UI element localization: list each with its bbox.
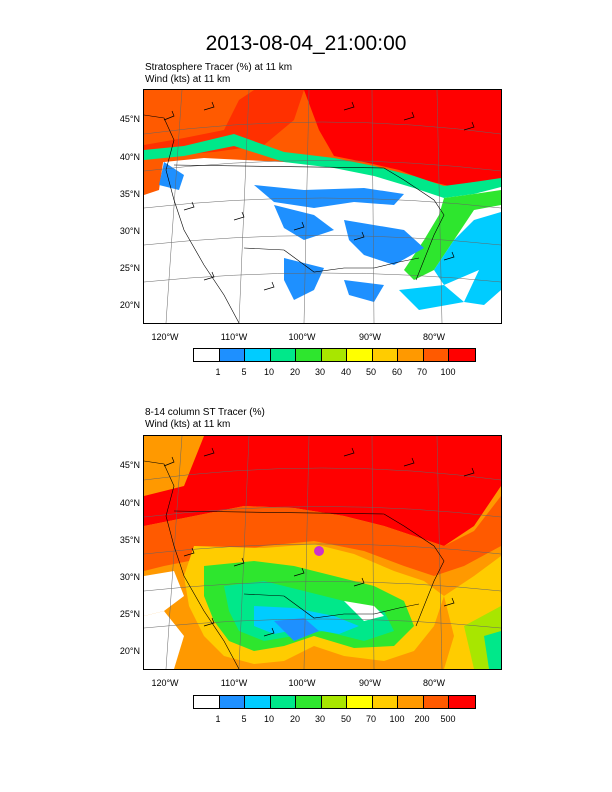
panel1-colorbar-label: 30 (314, 367, 325, 377)
panel2-colorbar-label: 200 (414, 714, 430, 724)
colorbar-swatch (270, 349, 296, 361)
colorbar-swatch (423, 696, 449, 708)
page-title: 2013-08-04_21:00:00 (205, 32, 407, 55)
colorbar-swatch (449, 349, 475, 361)
colorbar-swatch (219, 696, 245, 708)
panel1-lat-label: 35°N (119, 189, 140, 199)
panel2-title-line1: 8-14 column ST Tracer (%) (145, 407, 265, 418)
tracer-max-region (304, 90, 501, 186)
colorbar-swatch (423, 349, 449, 361)
panel2-lat-label: 45°N (119, 460, 140, 470)
panel1-colorbar-label: 10 (263, 367, 274, 377)
colorbar-swatch (347, 349, 373, 361)
panel1-colorbar-label: 70 (416, 367, 427, 377)
panel1-lon-label: 90°W (358, 332, 382, 342)
panel1-title-line1: Stratosphere Tracer (%) at 11 km (145, 62, 293, 73)
panel2-map (143, 435, 502, 670)
panel2-colorbar-label: 70 (365, 714, 376, 724)
panel1-lat-label: 40°N (119, 152, 140, 162)
panel2-title-line2: Wind (kts) at 11 km (145, 419, 231, 430)
panel2-colorbar (193, 695, 476, 709)
colorbar-swatch (372, 696, 398, 708)
tracer-band (144, 134, 501, 198)
panel2-colorbar-label: 50 (340, 714, 351, 724)
colorbar-swatch (347, 696, 373, 708)
panel1-lat-label: 20°N (119, 300, 140, 310)
panel1-lon-label: 120°W (151, 332, 179, 342)
colorbar-swatch (449, 696, 475, 708)
panel1-lat-label: 45°N (119, 114, 140, 124)
colorbar-swatch (245, 349, 271, 361)
panel1-lon-label: 100°W (288, 332, 316, 342)
panel1-colorbar-label: 5 (241, 367, 247, 377)
colorbar-swatch (296, 349, 322, 361)
panel2-colorbar-label: 30 (314, 714, 325, 724)
colorbar-swatch (321, 349, 347, 361)
panel2-colorbar-label: 20 (289, 714, 300, 724)
panel2-lat-label: 20°N (119, 646, 140, 656)
panel1-lon-label: 110°W (220, 332, 248, 342)
panel2-colorbar-label: 5 (241, 714, 247, 724)
panel2-colorbar-label: 100 (389, 714, 405, 724)
panel1-map (143, 89, 502, 324)
panel1-title-line2: Wind (kts) at 11 km (145, 74, 231, 85)
panel2-colorbar-label: 10 (263, 714, 274, 724)
panel2-lat-label: 40°N (119, 498, 140, 508)
panel2-lon-label: 90°W (358, 678, 382, 688)
colorbar-swatch (398, 696, 424, 708)
colorbar-swatch (321, 696, 347, 708)
panel2-lon-label: 100°W (288, 678, 316, 688)
panel2-lon-label: 80°W (422, 678, 446, 688)
panel1-colorbar-label: 50 (365, 367, 376, 377)
colorbar-swatch (398, 349, 424, 361)
panel2-colorbar-label: 500 (440, 714, 456, 724)
panel1-lat-label: 30°N (119, 226, 140, 236)
panel1-lat-label: 25°N (119, 263, 140, 273)
panel1-colorbar-label: 20 (289, 367, 300, 377)
panel1-colorbar-label: 40 (340, 367, 351, 377)
colorbar-swatch (194, 696, 220, 708)
panel2-lat-label: 35°N (119, 535, 140, 545)
panel2-lat-label: 30°N (119, 572, 140, 582)
panel2-lon-label: 120°W (151, 678, 179, 688)
colorbar-swatch (194, 349, 220, 361)
panel1-lon-label: 80°W (422, 332, 446, 342)
panel1-colorbar-label: 60 (391, 367, 402, 377)
panel2-colorbar-label: 1 (215, 714, 221, 724)
panel2-lon-label: 110°W (220, 678, 248, 688)
colorbar-swatch (219, 349, 245, 361)
panel1-colorbar-label: 1 (215, 367, 221, 377)
colorbar-swatch (270, 696, 296, 708)
colorbar-swatch (372, 349, 398, 361)
panel1-colorbar (193, 348, 476, 362)
panel2-lat-label: 25°N (119, 609, 140, 619)
panel1-colorbar-label: 100 (440, 367, 456, 377)
colorbar-swatch (296, 696, 322, 708)
colorbar-swatch (245, 696, 271, 708)
